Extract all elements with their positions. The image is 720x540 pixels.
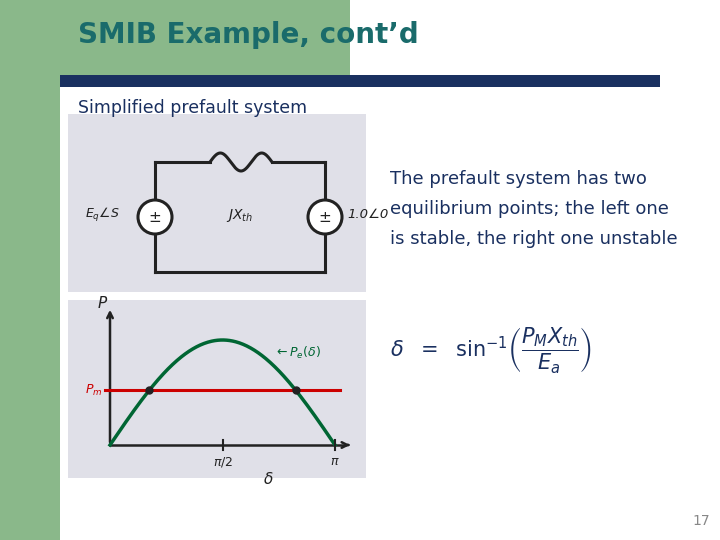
Text: $\pi/2$: $\pi/2$ — [212, 455, 233, 469]
Text: $\delta \ \ = \ \ \sin^{-1}\!\left(\dfrac{P_M X_{th}}{E_a}\right)$: $\delta \ \ = \ \ \sin^{-1}\!\left(\dfra… — [390, 325, 592, 375]
Bar — [0, 0, 60, 540]
Text: The prefault system has two: The prefault system has two — [390, 170, 647, 188]
Text: 1.0∠0: 1.0∠0 — [347, 208, 388, 221]
Text: is stable, the right one unstable: is stable, the right one unstable — [390, 230, 678, 248]
Bar — [68, 114, 366, 292]
Text: SMIB Example, cont’d: SMIB Example, cont’d — [78, 21, 419, 49]
Circle shape — [308, 200, 342, 234]
Bar — [60, 80, 720, 540]
Bar — [60, 0, 350, 80]
Bar — [68, 300, 366, 478]
Text: $\delta$: $\delta$ — [264, 471, 274, 487]
Text: $P_m$: $P_m$ — [84, 383, 102, 398]
Text: Simplified prefault system: Simplified prefault system — [78, 99, 307, 117]
Text: ±: ± — [319, 210, 331, 225]
Text: equilibrium points; the left one: equilibrium points; the left one — [390, 200, 669, 218]
Circle shape — [138, 200, 172, 234]
Text: P: P — [97, 295, 107, 310]
Text: $E_q\angle S$: $E_q\angle S$ — [85, 206, 120, 224]
Text: $\pi$: $\pi$ — [330, 455, 340, 468]
Text: $\leftarrow P_e(\delta)$: $\leftarrow P_e(\delta)$ — [274, 345, 321, 361]
Text: 17: 17 — [693, 514, 710, 528]
Text: ±: ± — [148, 210, 161, 225]
Text: $J X_{th}$: $J X_{th}$ — [226, 206, 253, 224]
Bar — [60, 75, 660, 87]
